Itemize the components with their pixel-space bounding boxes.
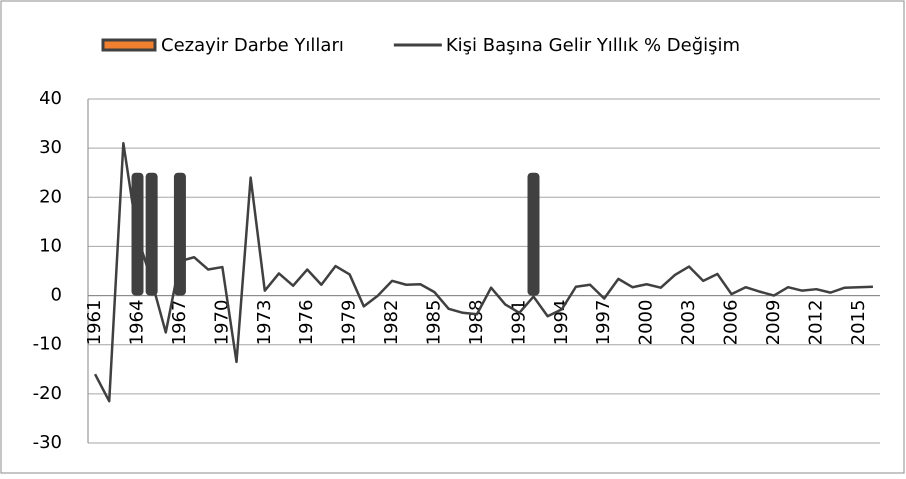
legend-swatch bbox=[101, 38, 157, 52]
x-tick-label: 1991 bbox=[508, 300, 529, 346]
bar bbox=[527, 172, 540, 296]
x-tick-label: 2009 bbox=[763, 300, 784, 346]
y-tick-label: 40 bbox=[39, 88, 62, 109]
y-tick-label: 10 bbox=[39, 235, 62, 256]
y-tick-label: -10 bbox=[33, 334, 62, 355]
x-tick-label: 1961 bbox=[84, 300, 105, 346]
x-tick-label: 1970 bbox=[211, 300, 232, 346]
line bbox=[93, 141, 873, 403]
legend: Cezayir Darbe Yılları Kişi Başına Gelir Y… bbox=[101, 35, 740, 56]
x-tick-label: 1988 bbox=[466, 300, 487, 346]
x-tick-label: 1979 bbox=[339, 300, 360, 346]
x-tick-label: 1982 bbox=[381, 300, 402, 346]
x-tick-label: 2012 bbox=[805, 300, 826, 346]
y-tick-label: -30 bbox=[33, 432, 62, 453]
legend-label: Cezayir Darbe Yılları bbox=[161, 35, 344, 56]
x-tick-label: 1997 bbox=[593, 300, 614, 346]
bar bbox=[173, 172, 186, 296]
x-tick-label: 2000 bbox=[636, 300, 657, 346]
bar bbox=[145, 172, 158, 296]
x-tick-label: 1973 bbox=[254, 300, 275, 346]
x-tick-label: 1964 bbox=[127, 300, 148, 346]
y-tick-label: 20 bbox=[39, 186, 62, 207]
x-tick-label: 2003 bbox=[678, 300, 699, 346]
legend-label: Kişi Başına Gelir Yıllık % Değişim bbox=[446, 35, 740, 56]
x-tick-label: 2006 bbox=[721, 300, 742, 346]
y-tick-label: 0 bbox=[51, 285, 62, 306]
y-tick-label: 30 bbox=[39, 137, 62, 158]
x-tick-label: 1994 bbox=[551, 300, 572, 346]
x-tick-label: 1976 bbox=[296, 300, 317, 346]
x-tick-label: 2015 bbox=[848, 300, 869, 346]
x-tick-label: 1967 bbox=[169, 300, 190, 346]
y-tick-label: -20 bbox=[33, 383, 62, 404]
x-tick-label: 1985 bbox=[424, 300, 445, 346]
